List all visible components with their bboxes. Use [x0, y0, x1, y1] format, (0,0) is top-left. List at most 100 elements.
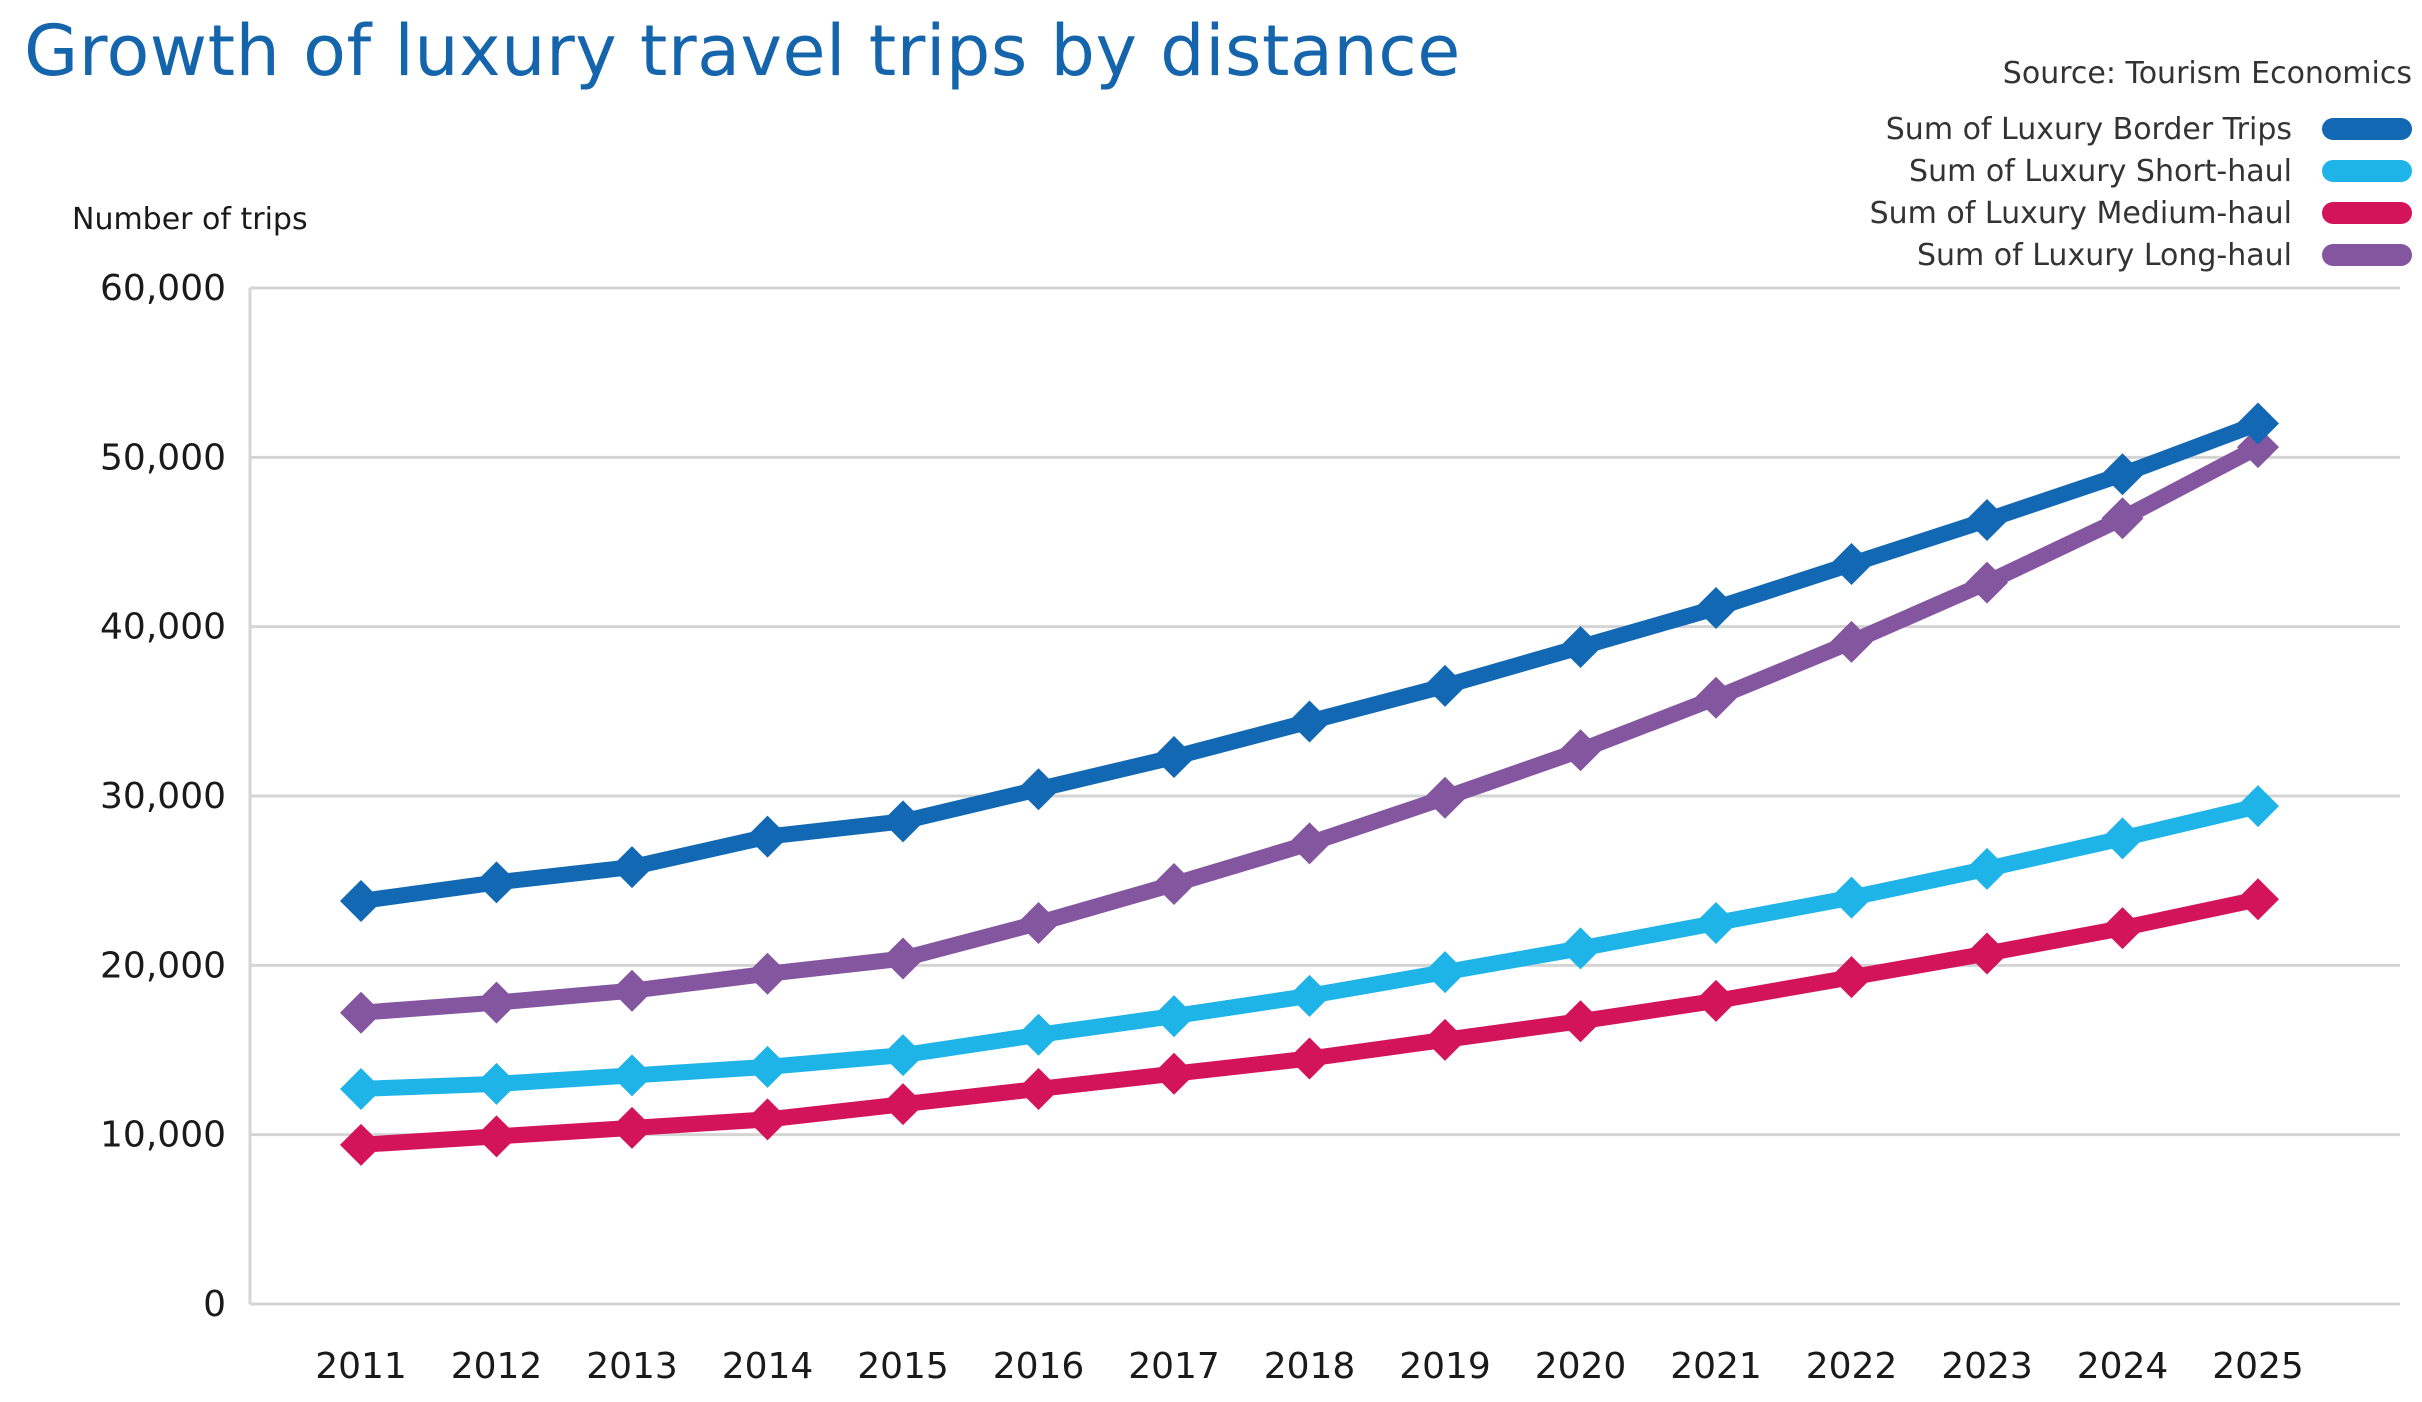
data-point-marker: [1017, 902, 1060, 944]
data-point-marker: [1424, 664, 1466, 707]
x-tick-label: 2012: [451, 1346, 543, 1387]
data-point-marker: [1966, 498, 2008, 541]
data-point-marker: [1966, 847, 2008, 890]
data-point-marker: [611, 1054, 653, 1097]
data-point-marker: [1288, 974, 1331, 1017]
x-tick-label: 2021: [1670, 1346, 1762, 1387]
data-point-marker: [746, 952, 789, 995]
data-point-marker: [1017, 768, 1060, 811]
data-point-marker: [2101, 907, 2144, 950]
data-point-marker: [340, 1123, 382, 1166]
data-point-marker: [1559, 1000, 1602, 1043]
data-point-marker: [746, 815, 789, 858]
data-point-marker: [340, 991, 382, 1034]
data-point-marker: [1695, 979, 1737, 1022]
series-line: [353, 891, 2266, 1153]
data-point-marker: [611, 846, 653, 889]
data-point-marker: [611, 969, 653, 1012]
x-tick-label: 2024: [2077, 1346, 2169, 1387]
data-point-marker: [2237, 402, 2279, 445]
data-point-marker: [2237, 426, 2279, 469]
data-point-marker: [340, 1067, 382, 1110]
data-point-marker: [1017, 1067, 1060, 1110]
x-tick-label: 2023: [1941, 1346, 2033, 1387]
legend: Sum of Luxury Border Trips Sum of Luxury…: [1870, 108, 2412, 276]
data-point-marker: [1288, 1037, 1331, 1080]
data-point-marker: [1830, 543, 1873, 586]
data-point-marker: [1966, 932, 2008, 975]
data-point-marker: [475, 861, 518, 904]
legend-label: Sum of Luxury Border Trips: [1885, 111, 2292, 147]
y-tick-label: 40,000: [100, 607, 226, 648]
data-point-marker: [882, 1034, 924, 1077]
y-tick-label: 0: [203, 1284, 226, 1325]
data-point-marker: [1153, 863, 1195, 906]
legend-label: Sum of Luxury Medium-haul: [1869, 195, 2292, 231]
data-point-marker: [1830, 620, 1873, 663]
data-point-marker: [1966, 561, 2008, 604]
data-point-marker: [475, 981, 518, 1024]
x-tick-label: 2015: [857, 1346, 949, 1387]
y-axis-label: Number of trips: [72, 202, 308, 237]
data-point-marker: [1695, 587, 1737, 630]
data-point-marker: [1424, 1018, 1466, 1061]
legend-label: Sum of Luxury Long-haul: [1916, 237, 2292, 273]
data-point-marker: [882, 937, 924, 980]
x-tick-label: 2020: [1535, 1346, 1627, 1387]
data-point-marker: [611, 1106, 653, 1149]
data-point-marker: [1288, 822, 1331, 865]
x-tick-label: 2016: [993, 1346, 1085, 1387]
legend-label: Sum of Luxury Short-haul: [1909, 153, 2292, 189]
data-point-marker: [1153, 736, 1195, 779]
x-tick-label: 2014: [722, 1346, 814, 1387]
x-tick-label: 2013: [586, 1346, 678, 1387]
data-point-marker: [2101, 453, 2144, 496]
data-point-marker: [1695, 902, 1737, 944]
x-tick-label: 2022: [1806, 1346, 1898, 1387]
legend-item: Sum of Luxury Long-haul: [1870, 234, 2412, 276]
data-point-marker: [1017, 1013, 1060, 1056]
data-point-marker: [2101, 817, 2144, 860]
data-point-marker: [1559, 625, 1602, 668]
data-point-marker: [1424, 776, 1466, 819]
data-point-marker: [1153, 995, 1195, 1038]
y-tick-label: 50,000: [100, 437, 226, 478]
data-point-marker: [2237, 878, 2279, 921]
data-point-marker: [882, 800, 924, 843]
legend-item: Sum of Luxury Border Trips: [1870, 108, 2412, 150]
data-point-marker: [1830, 876, 1873, 919]
legend-swatch-icon: [2322, 118, 2412, 140]
x-tick-label: 2017: [1128, 1346, 1220, 1387]
data-point-marker: [746, 1098, 789, 1141]
data-point-marker: [1830, 956, 1873, 999]
data-point-marker: [475, 1115, 518, 1158]
source-note: Source: Tourism Economics: [2002, 56, 2412, 91]
data-point-marker: [1153, 1052, 1195, 1095]
data-point-marker: [1424, 951, 1466, 994]
chart-title: Growth of luxury travel trips by distanc…: [24, 10, 1461, 92]
legend-swatch-icon: [2322, 160, 2412, 182]
y-tick-label: 30,000: [100, 776, 226, 817]
data-point-marker: [1559, 927, 1602, 970]
data-point-marker: [340, 879, 382, 922]
data-point-marker: [2237, 785, 2279, 828]
data-point-marker: [746, 1045, 789, 1088]
data-point-marker: [1559, 729, 1602, 772]
x-tick-label: 2019: [1399, 1346, 1491, 1387]
y-tick-label: 20,000: [100, 945, 226, 986]
data-point-marker: [1695, 676, 1737, 719]
data-point-marker: [882, 1083, 924, 1126]
y-tick-label: 10,000: [100, 1115, 226, 1156]
data-point-marker: [1288, 700, 1331, 743]
y-tick-label: 60,000: [100, 268, 226, 309]
x-tick-label: 2025: [2212, 1346, 2304, 1387]
legend-item: Sum of Luxury Medium-haul: [1870, 192, 2412, 234]
legend-swatch-icon: [2322, 202, 2412, 224]
legend-item: Sum of Luxury Short-haul: [1870, 150, 2412, 192]
data-point-marker: [475, 1062, 518, 1105]
legend-swatch-icon: [2322, 244, 2412, 266]
x-tick-label: 2018: [1264, 1346, 1356, 1387]
x-tick-label: 2011: [315, 1346, 407, 1387]
data-point-marker: [2101, 497, 2144, 540]
